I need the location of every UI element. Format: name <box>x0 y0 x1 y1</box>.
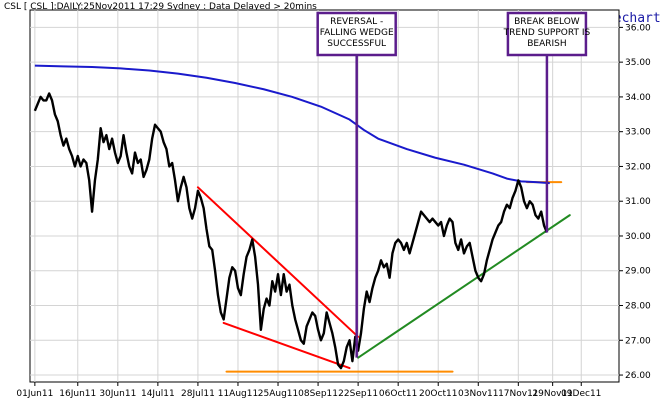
trendline <box>222 321 351 370</box>
y-tick-label: 28.00 <box>625 302 651 312</box>
y-tick-label: 31.00 <box>625 197 651 207</box>
annotation-text: BREAK BELOW <box>514 17 580 27</box>
trendline <box>196 186 360 338</box>
annotation-box <box>506 11 588 57</box>
annotation-text: BEARISH <box>527 39 566 49</box>
trendline <box>357 214 571 359</box>
y-tick-label: 32.00 <box>625 162 651 172</box>
annotation-box <box>316 11 397 57</box>
x-tick-label: 16Jun11 <box>59 389 96 399</box>
y-tick-label: 35.00 <box>625 58 651 68</box>
x-tick-label: 01Jun11 <box>16 389 53 399</box>
series-lines <box>33 64 550 370</box>
x-tick-label: 08Sep11 <box>298 389 338 399</box>
x-tick-label: 25Aug11 <box>258 389 298 399</box>
x-tick-label: 30Jun11 <box>99 389 136 399</box>
trendlines <box>196 181 571 373</box>
annotation-text: FALLING WEDGE <box>320 28 394 38</box>
x-axis-labels: 01Jun11 16Jun11 30Jun11 14Jul11 28Jul11 11Aug… <box>16 382 601 399</box>
y-axis-labels: 26.00 27.00 28.00 29.00 30.00 31.00 32.00 33.00… <box>619 23 651 381</box>
annotation-text: REVERSAL - <box>330 17 383 27</box>
y-tick-label: 29.00 <box>625 267 651 277</box>
chart-header: CSL [ CSL ]:DAILY:25Nov2011 17:29 Sydney… <box>4 2 317 12</box>
y-tick-label: 26.00 <box>625 371 651 381</box>
y-tick-label: 34.00 <box>625 93 651 103</box>
x-tick-label: 28Jul11 <box>181 389 215 399</box>
annotation-text: TREND SUPPORT IS <box>503 28 591 38</box>
series-line <box>34 64 550 185</box>
x-tick-label: 20Oct11 <box>419 389 457 399</box>
x-tick-label: 22Sep11 <box>338 389 378 399</box>
y-tick-label: 36.00 <box>625 23 651 33</box>
x-tick-label: 03Nov11 <box>458 389 498 399</box>
y-tick-label: 33.00 <box>625 128 651 138</box>
x-tick-label: 11Aug11 <box>218 389 258 399</box>
x-tick-label: 17Nov11 <box>498 389 538 399</box>
x-tick-label: 29Nov11 <box>532 389 572 399</box>
annotation-text: SUCCESSFUL <box>327 39 386 49</box>
x-tick-label: 09Dec11 <box>561 389 601 399</box>
x-tick-label: 14Jul11 <box>141 389 175 399</box>
y-tick-label: 30.00 <box>625 232 651 242</box>
y-tick-label: 27.00 <box>625 336 651 346</box>
x-tick-label: 06Oct11 <box>379 389 417 399</box>
series-line <box>33 92 549 370</box>
